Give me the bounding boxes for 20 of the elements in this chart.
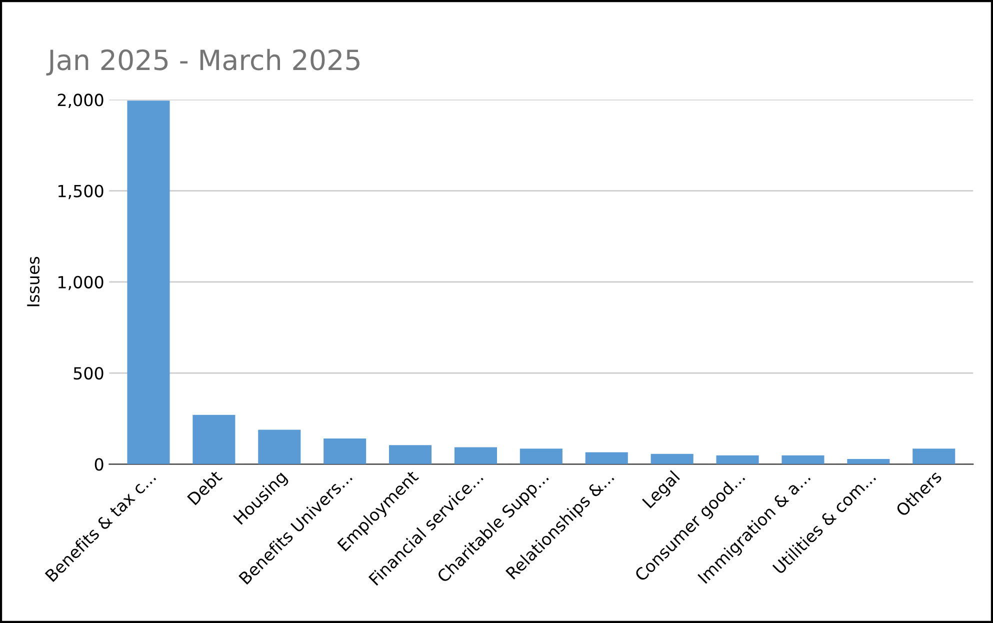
bar (847, 459, 890, 464)
y-axis-title: Issues (27, 256, 40, 306)
bar (585, 452, 628, 464)
y-tick-label: 1,000 (58, 276, 104, 290)
bar (650, 454, 694, 464)
bar (127, 100, 170, 464)
bar (454, 447, 498, 464)
bar (520, 448, 562, 464)
y-tick-label: 500 (74, 366, 104, 380)
y-tick-label: 1,500 (58, 184, 104, 200)
y-tick-label: 0 (94, 458, 104, 471)
chart-title: Jan 2025 - March 2025 (46, 48, 360, 76)
bar (782, 455, 824, 464)
bar (192, 414, 236, 464)
bar (389, 445, 432, 464)
bar (716, 455, 759, 464)
bar (258, 430, 301, 464)
y-tick-label: 2,000 (58, 94, 104, 108)
bar (324, 438, 366, 464)
bar (912, 448, 956, 464)
